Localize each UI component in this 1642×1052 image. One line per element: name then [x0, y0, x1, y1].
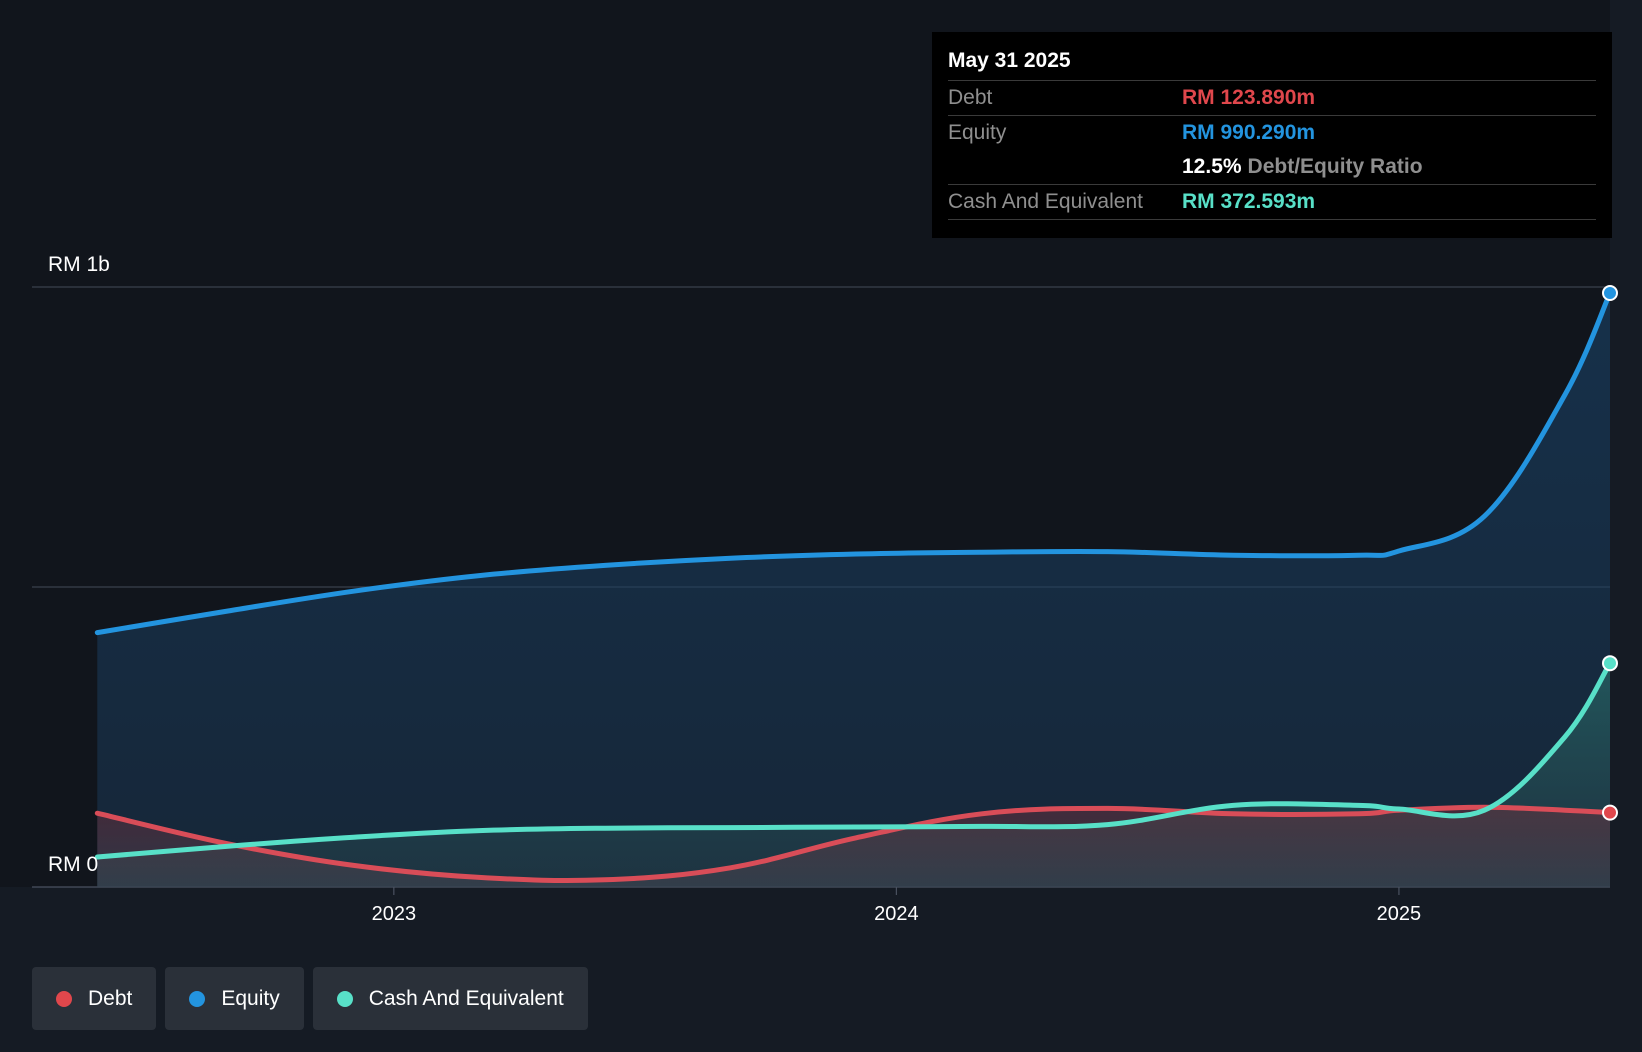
- tooltip-ratio-row: 12.5% Debt/Equity Ratio: [948, 150, 1596, 185]
- legend-item-debt[interactable]: Debt: [32, 967, 157, 1030]
- equity-area: [97, 293, 1610, 887]
- x-tick-label-2025: 2025: [1377, 903, 1422, 925]
- tooltip-date: May 31 2025: [948, 46, 1596, 81]
- tooltip-cash-label: Cash And Equivalent: [948, 190, 1143, 213]
- cash-dot-icon: [336, 990, 353, 1007]
- tooltip-equity-label: Equity: [948, 121, 1007, 144]
- tooltip: May 31 2025 Debt RM 123.890m Equity RM 9…: [932, 32, 1612, 238]
- tooltip-equity-value: RM 990.290m: [1182, 121, 1316, 144]
- y-axis-label-top: RM 1b: [48, 253, 110, 276]
- x-tick-label-2023: 2023: [372, 903, 417, 925]
- legend-label-debt: Debt: [88, 986, 133, 1010]
- tooltip-ratio-percent: 12.5%: [1182, 155, 1242, 178]
- cash-and-equivalent-end-point[interactable]: [1602, 655, 1618, 672]
- tooltip-cash-value: RM 372.593m: [1182, 190, 1316, 213]
- legend: Debt Equity Cash And Equivalent: [32, 967, 588, 1030]
- tooltip-debt-row: Debt RM 123.890m: [948, 81, 1596, 116]
- tooltip-ratio-label: Debt/Equity Ratio: [1247, 155, 1423, 178]
- equity-line: [94, 290, 1613, 636]
- cash-and-equivalent-line: [94, 660, 1613, 860]
- legend-label-cash: Cash And Equivalent: [368, 986, 564, 1010]
- tooltip-cash-row: Cash And Equivalent RM 372.593m: [948, 185, 1596, 220]
- legend-label-equity: Equity: [221, 986, 280, 1010]
- equity-dot-icon: [189, 990, 206, 1007]
- tooltip-equity-row: Equity RM 990.290m: [948, 116, 1596, 150]
- x-tick-label-2024: 2024: [874, 903, 919, 925]
- debt-area: [97, 807, 1610, 887]
- legend-item-equity[interactable]: Equity: [165, 967, 304, 1030]
- debt-end-point[interactable]: [1602, 804, 1618, 821]
- tooltip-debt-label: Debt: [948, 86, 993, 109]
- y-axis-label-bottom: RM 0: [48, 853, 98, 876]
- equity-end-point[interactable]: [1602, 285, 1618, 301]
- legend-item-cash[interactable]: Cash And Equivalent: [312, 967, 588, 1030]
- tooltip-debt-value: RM 123.890m: [1182, 86, 1316, 109]
- debt-dot-icon: [56, 990, 72, 1007]
